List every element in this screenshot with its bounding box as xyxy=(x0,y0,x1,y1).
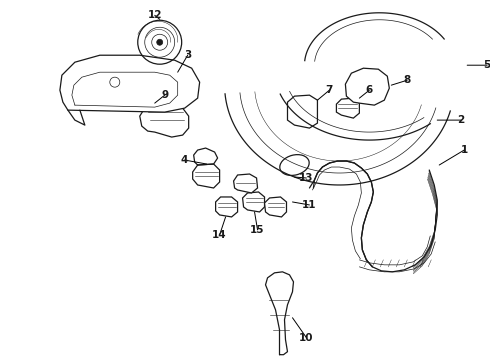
Polygon shape xyxy=(234,174,258,193)
Text: 1: 1 xyxy=(461,145,468,155)
Text: 15: 15 xyxy=(250,225,265,235)
Text: 11: 11 xyxy=(302,200,317,210)
Polygon shape xyxy=(140,103,189,137)
Text: 9: 9 xyxy=(161,90,168,100)
Polygon shape xyxy=(265,197,287,217)
Text: 4: 4 xyxy=(181,155,188,165)
Polygon shape xyxy=(288,95,318,128)
Polygon shape xyxy=(345,68,390,105)
Polygon shape xyxy=(216,197,238,217)
Text: 6: 6 xyxy=(366,85,373,95)
Polygon shape xyxy=(60,55,199,112)
Polygon shape xyxy=(193,164,220,188)
Text: 14: 14 xyxy=(212,230,227,240)
Text: 2: 2 xyxy=(458,115,465,125)
Text: 5: 5 xyxy=(484,60,490,70)
Circle shape xyxy=(110,77,120,87)
Text: 3: 3 xyxy=(184,50,191,60)
Circle shape xyxy=(157,39,163,45)
Text: 7: 7 xyxy=(326,85,333,95)
Polygon shape xyxy=(243,192,265,212)
Text: 10: 10 xyxy=(299,333,314,343)
Text: 12: 12 xyxy=(147,10,162,20)
Text: 8: 8 xyxy=(404,75,411,85)
Text: 13: 13 xyxy=(299,173,314,183)
Polygon shape xyxy=(337,98,359,118)
